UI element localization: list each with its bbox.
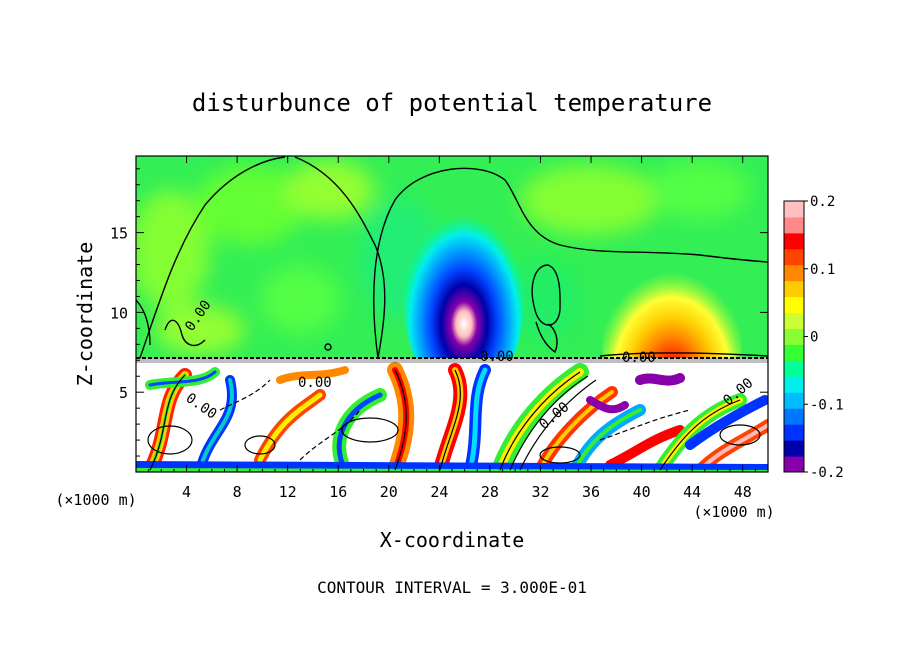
chart-title: disturbunce of potential temperature bbox=[192, 89, 712, 117]
x-tick-label: 12 bbox=[279, 483, 297, 501]
contour-interval-note: CONTOUR INTERVAL = 3.000E-01 bbox=[317, 578, 587, 597]
colorbar-swatch bbox=[784, 456, 804, 473]
plot-field: 0.00 0.00 0.00 0.00 0.00 0.00 0.00 bbox=[136, 156, 768, 472]
x-tick-label: 8 bbox=[233, 483, 242, 501]
colorbar-swatch bbox=[784, 296, 804, 314]
colorbar-swatch bbox=[784, 232, 804, 250]
colorbar-swatch bbox=[784, 264, 804, 282]
colorbar-swatch bbox=[784, 280, 804, 298]
x-tick-label: 32 bbox=[531, 483, 549, 501]
x-tick-label: 4 bbox=[182, 483, 191, 501]
colorbar-swatch bbox=[784, 424, 804, 441]
colorbar-swatch bbox=[784, 312, 804, 330]
colorbar-tick-label: 0.1 bbox=[810, 262, 835, 278]
contour-label: 0.00 bbox=[622, 350, 656, 366]
x-unit-right: (×1000 m) bbox=[693, 503, 774, 521]
x-unit-left: (×1000 m) bbox=[55, 491, 136, 509]
colorbar-swatch bbox=[784, 201, 804, 218]
colorbar-tick-label: 0 bbox=[810, 330, 818, 346]
z-axis-label: Z-coordinate bbox=[73, 242, 97, 387]
x-axis: 4 8 12 16 20 24 28 32 36 40 44 48 bbox=[148, 156, 756, 501]
contour-label: 0.00 bbox=[298, 375, 332, 391]
colorbar: 0.2 0.1 0 -0.1 -0.2 bbox=[784, 194, 844, 481]
x-tick-label: 40 bbox=[633, 483, 651, 501]
z-tick-label: 10 bbox=[110, 304, 128, 322]
z-tick-label: 5 bbox=[119, 384, 128, 402]
x-axis-label: X-coordinate bbox=[380, 528, 525, 552]
colorbar-frame bbox=[783, 200, 805, 473]
colorbar-swatch bbox=[784, 216, 804, 234]
x-tick-label: 44 bbox=[683, 483, 701, 501]
x-tick-label: 36 bbox=[582, 483, 600, 501]
z-tick-label: 15 bbox=[110, 225, 128, 243]
colorbar-tick-label: 0.2 bbox=[810, 194, 835, 210]
x-tick-label: 16 bbox=[329, 483, 347, 501]
colorbar-tick-label: -0.1 bbox=[810, 397, 844, 413]
x-tick-label: 28 bbox=[481, 483, 499, 501]
contour-label: 0.00 bbox=[480, 349, 514, 365]
x-tick-label: 20 bbox=[380, 483, 398, 501]
colorbar-tick-label: -0.2 bbox=[810, 465, 844, 481]
colorbar-swatch bbox=[784, 408, 804, 425]
colorbar-swatch bbox=[784, 392, 804, 409]
colorbar-swatch bbox=[784, 248, 804, 266]
colorbar-swatch bbox=[784, 376, 804, 393]
x-tick-label: 48 bbox=[734, 483, 752, 501]
x-tick-label: 24 bbox=[430, 483, 448, 501]
colorbar-swatch bbox=[784, 440, 804, 457]
colorbar-swatch bbox=[784, 360, 804, 377]
colorbar-swatch bbox=[784, 344, 804, 361]
z-axis: 5 10 15 bbox=[110, 168, 768, 457]
colorbar-swatch bbox=[784, 328, 804, 345]
